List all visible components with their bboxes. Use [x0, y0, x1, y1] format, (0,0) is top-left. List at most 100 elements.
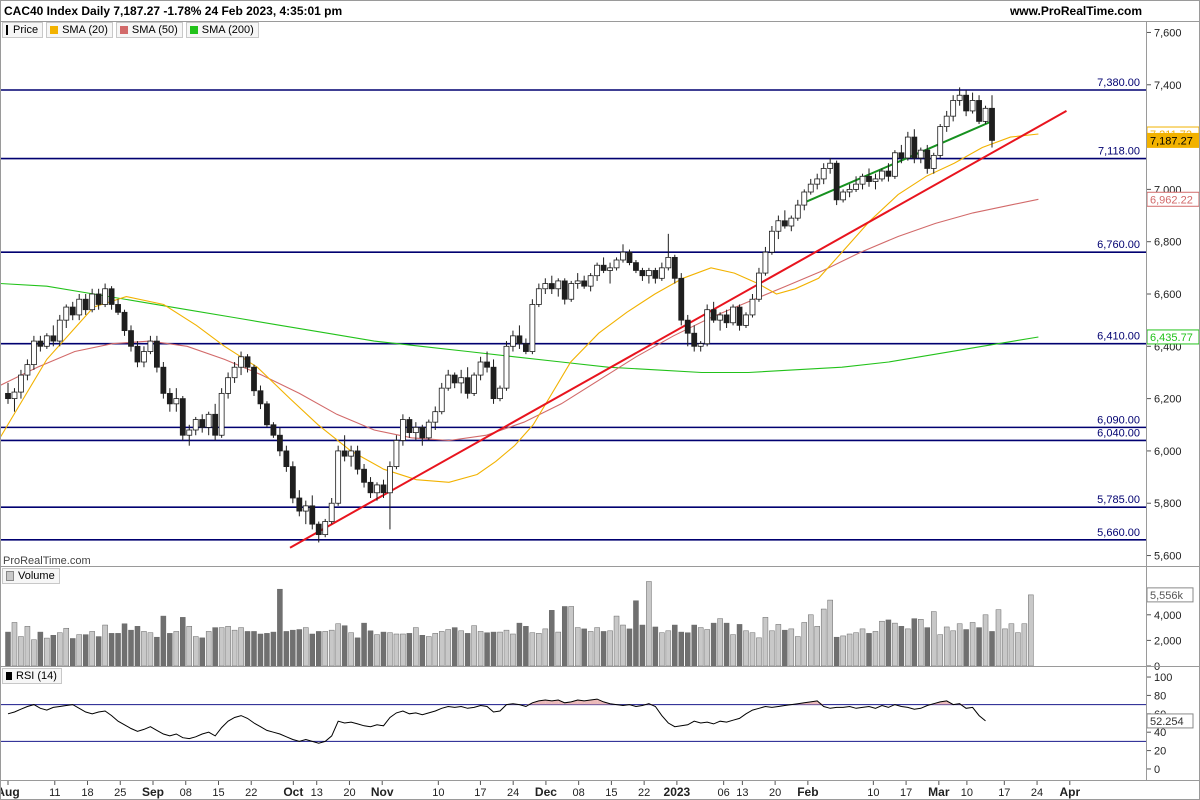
volume-bar[interactable]: [257, 633, 264, 667]
volume-bar[interactable]: [121, 623, 128, 667]
volume-bar[interactable]: [762, 617, 769, 667]
candle[interactable]: [24, 359, 31, 381]
candle[interactable]: [445, 369, 452, 391]
candle[interactable]: [5, 382, 11, 404]
candle[interactable]: [341, 435, 348, 462]
volume-bar[interactable]: [154, 636, 160, 667]
candle[interactable]: [620, 244, 626, 263]
volume-bar[interactable]: [866, 633, 872, 667]
volume-bar[interactable]: [769, 630, 775, 667]
candle[interactable]: [904, 131, 911, 161]
volume-bar[interactable]: [128, 629, 134, 667]
volume-bar[interactable]: [296, 629, 303, 667]
volume-bar[interactable]: [322, 631, 328, 667]
volume-bar[interactable]: [24, 626, 31, 667]
candle[interactable]: [367, 477, 374, 498]
volume-bar[interactable]: [568, 606, 574, 667]
candle[interactable]: [11, 388, 18, 412]
volume-bar[interactable]: [160, 615, 167, 667]
candle[interactable]: [322, 518, 329, 538]
volume-bar[interactable]: [315, 631, 322, 667]
volume-bar[interactable]: [490, 631, 497, 667]
candle[interactable]: [276, 427, 283, 457]
candle[interactable]: [315, 521, 322, 543]
volume-bar[interactable]: [82, 634, 89, 667]
candle[interactable]: [374, 482, 380, 501]
volume-bar[interactable]: [639, 624, 646, 667]
candle[interactable]: [814, 173, 821, 190]
candle[interactable]: [665, 233, 672, 271]
volume-bar[interactable]: [218, 627, 225, 667]
candle[interactable]: [658, 262, 665, 281]
volume-bar[interactable]: [244, 631, 251, 667]
volume-bar[interactable]: [283, 631, 290, 667]
candle[interactable]: [840, 189, 847, 203]
volume-bar[interactable]: [885, 619, 892, 667]
volume-bar[interactable]: [646, 581, 652, 667]
volume-bar[interactable]: [743, 630, 749, 667]
volume-bar[interactable]: [691, 624, 697, 667]
site-url[interactable]: www.ProRealTime.com: [1009, 4, 1142, 18]
volume-bar[interactable]: [872, 631, 879, 667]
volume-bar[interactable]: [1028, 594, 1034, 667]
candle[interactable]: [218, 388, 225, 438]
volume-bar[interactable]: [387, 632, 393, 667]
volume-bar[interactable]: [756, 637, 762, 667]
volume-bar[interactable]: [672, 624, 678, 667]
volume-bar[interactable]: [1015, 632, 1021, 667]
candle[interactable]: [134, 341, 141, 368]
candle[interactable]: [587, 273, 594, 292]
volume-bar[interactable]: [426, 636, 432, 667]
candle[interactable]: [173, 388, 180, 412]
short-trendline[interactable]: [804, 120, 993, 204]
volume-bar[interactable]: [600, 631, 607, 667]
candle[interactable]: [801, 189, 808, 211]
candle[interactable]: [989, 95, 995, 148]
volume-bar[interactable]: [859, 628, 866, 667]
volume-bar[interactable]: [652, 626, 659, 667]
volume-bar[interactable]: [846, 633, 853, 667]
candle[interactable]: [231, 362, 238, 383]
volume-bar[interactable]: [95, 636, 102, 667]
candle[interactable]: [775, 215, 782, 240]
candle[interactable]: [781, 210, 788, 229]
volume-bar[interactable]: [516, 622, 523, 667]
volume-bar[interactable]: [626, 628, 633, 667]
candle[interactable]: [108, 286, 115, 310]
volume-bar[interactable]: [108, 633, 115, 667]
candle[interactable]: [348, 445, 355, 467]
volume-bar[interactable]: [367, 630, 374, 667]
candle[interactable]: [115, 299, 121, 315]
volume-bar[interactable]: [63, 627, 70, 667]
volume-bar[interactable]: [173, 631, 180, 667]
candle[interactable]: [898, 144, 905, 164]
candle[interactable]: [387, 461, 393, 530]
volume-bar[interactable]: [911, 618, 918, 667]
candle[interactable]: [212, 403, 219, 441]
volume-bar[interactable]: [775, 624, 782, 667]
legend-sma50[interactable]: SMA (50): [115, 22, 183, 38]
sma200-line[interactable]: [0, 282, 1039, 374]
volume-bar[interactable]: [620, 624, 626, 667]
legend-sma20[interactable]: SMA (20): [46, 22, 113, 38]
candle[interactable]: [497, 385, 503, 402]
candle[interactable]: [225, 372, 232, 399]
volume-bar[interactable]: [341, 625, 348, 667]
candle[interactable]: [626, 249, 633, 266]
candle[interactable]: [736, 304, 743, 331]
volume-bar[interactable]: [704, 629, 710, 667]
candle[interactable]: [671, 254, 678, 284]
candle[interactable]: [762, 246, 769, 276]
volume-bar[interactable]: [251, 631, 257, 667]
candle[interactable]: [141, 346, 147, 368]
volume-bar[interactable]: [795, 636, 801, 667]
candle[interactable]: [296, 490, 303, 517]
volume-bar[interactable]: [406, 633, 413, 667]
volume-bar[interactable]: [231, 629, 238, 667]
candle[interactable]: [82, 294, 89, 315]
volume-bar[interactable]: [89, 631, 95, 667]
volume-bar[interactable]: [458, 630, 464, 667]
volume-bar[interactable]: [497, 631, 503, 667]
volume-bar[interactable]: [445, 629, 451, 667]
